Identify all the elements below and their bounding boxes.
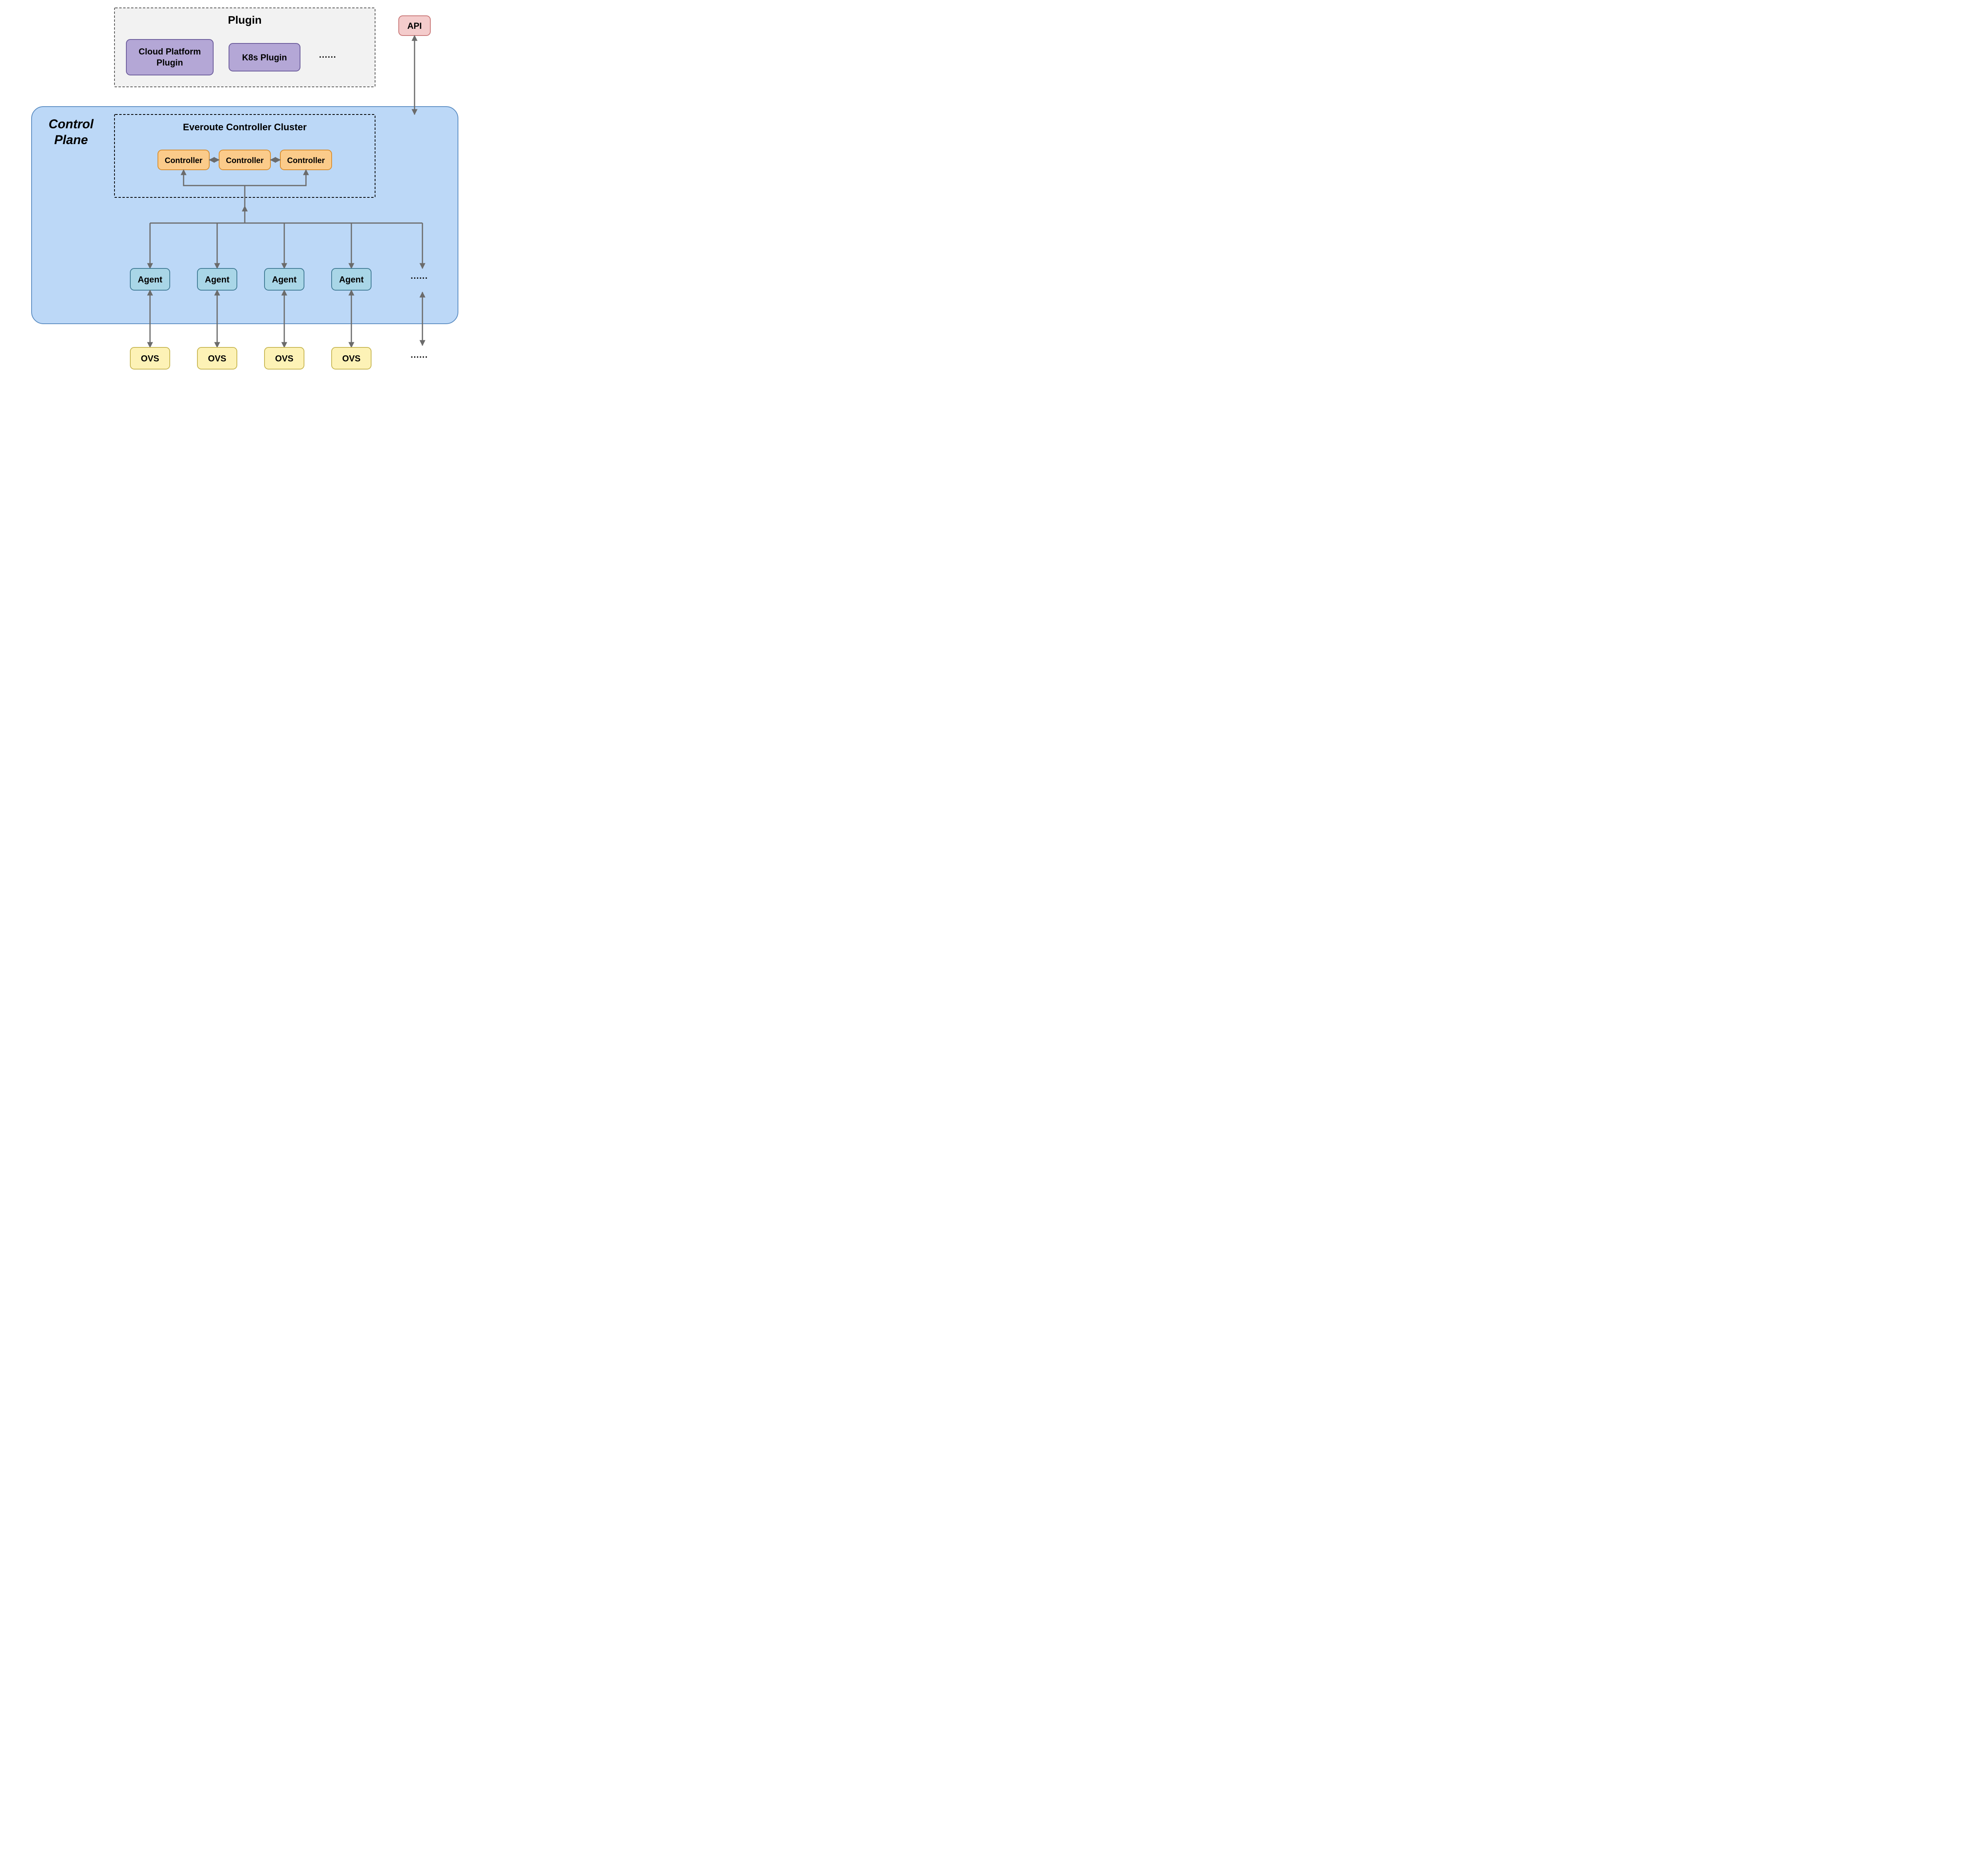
agent-ellipsis: ······	[411, 273, 428, 283]
agent-label-2: Agent	[205, 275, 230, 285]
controller-label-3: Controller	[287, 156, 325, 165]
ovs-label-4: OVS	[342, 354, 360, 364]
control-plane-label-2: Plane	[54, 133, 88, 147]
control-plane-label-1: Control	[49, 117, 94, 131]
ovs-label-3: OVS	[275, 354, 293, 364]
ovs-label-1: OVS	[141, 354, 159, 364]
k8s-plugin-label: K8s Plugin	[242, 53, 287, 62]
cloud-platform-label-1: Cloud Platform	[139, 47, 201, 56]
cluster-title: Everoute Controller Cluster	[183, 122, 306, 133]
controller-label-2: Controller	[226, 156, 264, 165]
ovs-ellipsis: ······	[411, 352, 428, 362]
plugin-ellipsis: ······	[319, 52, 336, 62]
agent-label-3: Agent	[272, 275, 297, 285]
agent-label-1: Agent	[138, 275, 163, 285]
agent-label-4: Agent	[339, 275, 364, 285]
plugin-title: Plugin	[228, 14, 262, 26]
ovs-label-2: OVS	[208, 354, 226, 364]
cloud-platform-plugin	[126, 39, 213, 75]
controller-label-1: Controller	[165, 156, 203, 165]
cloud-platform-label-2: Plugin	[156, 58, 183, 68]
api-label: API	[407, 21, 422, 31]
